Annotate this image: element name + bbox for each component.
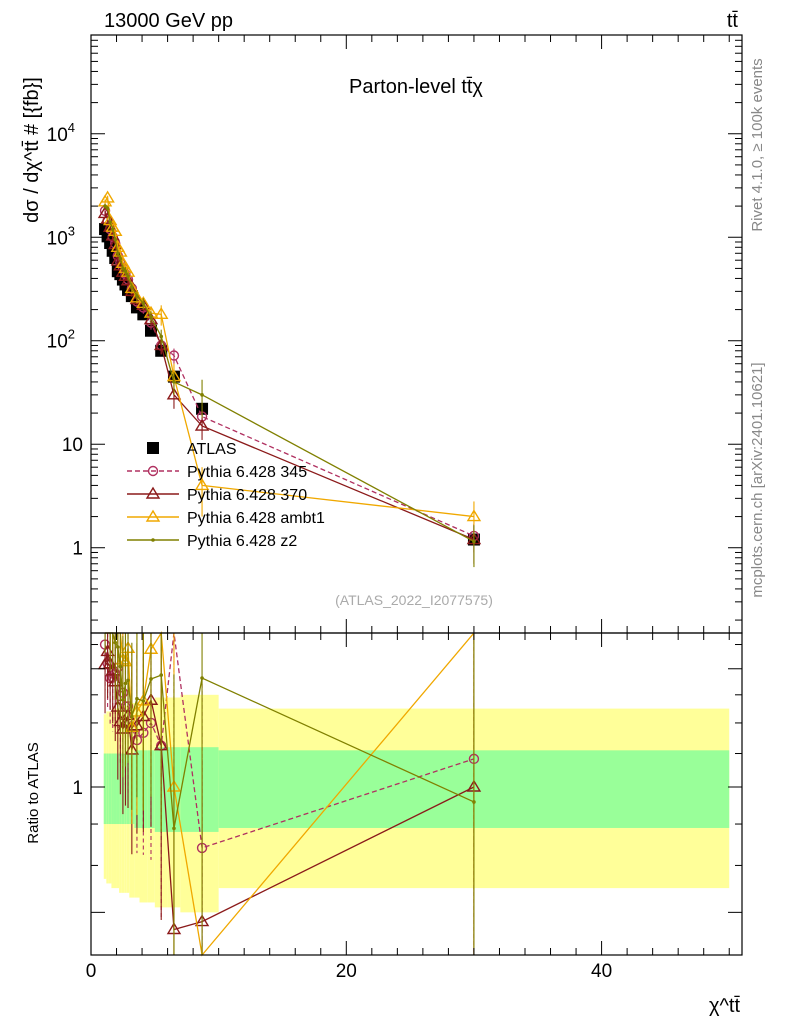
legend-entry: Pythia 6.428 ambt1: [127, 509, 325, 527]
dot-marker: [126, 274, 130, 279]
dot-marker: [113, 640, 118, 645]
triangle-marker: [97, 657, 113, 670]
dot-marker: [135, 696, 139, 701]
triangle-marker: [166, 387, 182, 400]
y-axis-title-main: dσ / dχ^tt̄ # [{fb}]: [21, 77, 43, 223]
legend-label: Pythia 6.428 z2: [187, 533, 297, 550]
x-tick-label: 20: [336, 961, 357, 982]
dot-marker: [116, 645, 120, 649]
dot-marker: [108, 220, 112, 224]
y-tick-label-ratio: 1: [72, 778, 83, 799]
dot-marker: [130, 285, 134, 289]
legend-label: Pythia 6.428 370: [187, 487, 307, 504]
dot-marker: [159, 334, 164, 339]
dot-marker: [141, 699, 146, 703]
triangle-marker: [136, 297, 151, 311]
ratio-band-inner: [111, 753, 114, 825]
x-tick-label: 0: [86, 961, 97, 982]
ratio-band-inner: [116, 753, 120, 825]
x-axis-title: χ^tt̄: [709, 995, 740, 1017]
ratio-band-inner: [106, 753, 109, 825]
triangle-marker: [466, 509, 482, 522]
y-tick-label-main: 104: [47, 120, 75, 146]
triangle-marker: [108, 237, 123, 250]
triangle-marker: [153, 338, 169, 351]
dot-marker: [159, 673, 164, 677]
dot-marker: [149, 315, 153, 319]
triangle-marker: [124, 281, 140, 294]
dot-marker: [151, 538, 155, 542]
ratio-band-inner: [103, 753, 107, 825]
legend-entry: ATLAS: [147, 441, 237, 458]
plot-title: Parton-level tt̄χ: [349, 76, 483, 98]
dot-marker: [135, 294, 139, 298]
triangle-marker: [120, 273, 136, 286]
axes-ticks: 0 20 40 1 10 102 103 104 1: [47, 34, 742, 982]
legend-label: ATLAS: [187, 441, 237, 458]
dot-marker: [110, 227, 115, 231]
series-4: [103, 203, 476, 568]
main-panel-series: [97, 190, 482, 568]
dot-marker: [172, 380, 176, 384]
dot-marker: [118, 256, 123, 261]
ratio-panel-frame: [90, 632, 743, 956]
side-label-top: Rivet 4.1.0, ≥ 100k events: [749, 58, 766, 231]
ratio-band-inner: [113, 753, 117, 825]
legend-entry: Pythia 6.428 z2: [127, 533, 297, 550]
y-tick-label-main: 103: [47, 223, 75, 249]
dot-marker: [118, 664, 123, 669]
dot-marker: [149, 677, 153, 681]
triangle-marker: [100, 190, 115, 203]
dot-marker: [123, 269, 128, 273]
triangle-marker: [124, 284, 140, 297]
triangle-marker: [145, 509, 161, 522]
dot-marker: [103, 204, 107, 208]
ratio-panel-series: [97, 631, 482, 957]
process-label: tt̄: [727, 10, 739, 32]
dot-marker: [141, 301, 146, 306]
dot-marker: [130, 714, 134, 719]
triangle-marker: [129, 290, 145, 303]
dot-marker: [200, 676, 204, 680]
legend-entry: Pythia 6.428 370: [127, 486, 307, 504]
triangle-marker: [145, 486, 161, 499]
y-tick-label-main: 1: [72, 539, 83, 560]
ratio-band-inner: [108, 753, 112, 825]
legend-entry: Pythia 6.428 345: [127, 464, 307, 481]
y-axis-title-ratio: Ratio to ATLAS: [25, 742, 42, 843]
analysis-id: (ATLAS_2022_I2077575): [335, 592, 493, 608]
ratio-uncertainty-bands: [103, 694, 730, 913]
circle-marker: [147, 465, 159, 477]
dot-marker: [113, 237, 118, 242]
x-tick-label: 40: [591, 961, 612, 982]
dot-marker: [105, 206, 110, 211]
y-tick-label-main: 102: [47, 327, 75, 353]
triangle-marker: [194, 418, 210, 431]
dot-marker: [116, 251, 120, 256]
dot-marker: [172, 826, 176, 831]
legend-label: Pythia 6.428 ambt1: [187, 510, 325, 527]
dot-marker: [126, 678, 130, 683]
triangle-marker: [143, 312, 159, 325]
y-tick-label-main: 10: [62, 435, 83, 456]
triangle-marker: [153, 306, 169, 320]
side-label-bottom: mcplots.cern.ch [arXiv:2401.10621]: [749, 362, 766, 597]
dot-marker: [121, 697, 125, 702]
dot-marker: [472, 800, 476, 804]
dot-marker: [123, 681, 128, 686]
dot-marker: [121, 266, 125, 271]
atlas-marker: [147, 442, 159, 454]
energy-label: 13000 GeV pp: [104, 10, 233, 32]
legend: ATLAS Pythia 6.428 345 Pythia 6.428 370 Pyt…: [127, 441, 325, 550]
dot-marker: [200, 393, 204, 397]
triangle-marker: [194, 478, 210, 491]
ratio-band-inner: [180, 747, 219, 832]
legend-label: Pythia 6.428 345: [187, 464, 307, 481]
dot-marker: [472, 539, 476, 544]
triangle-marker: [100, 211, 115, 224]
